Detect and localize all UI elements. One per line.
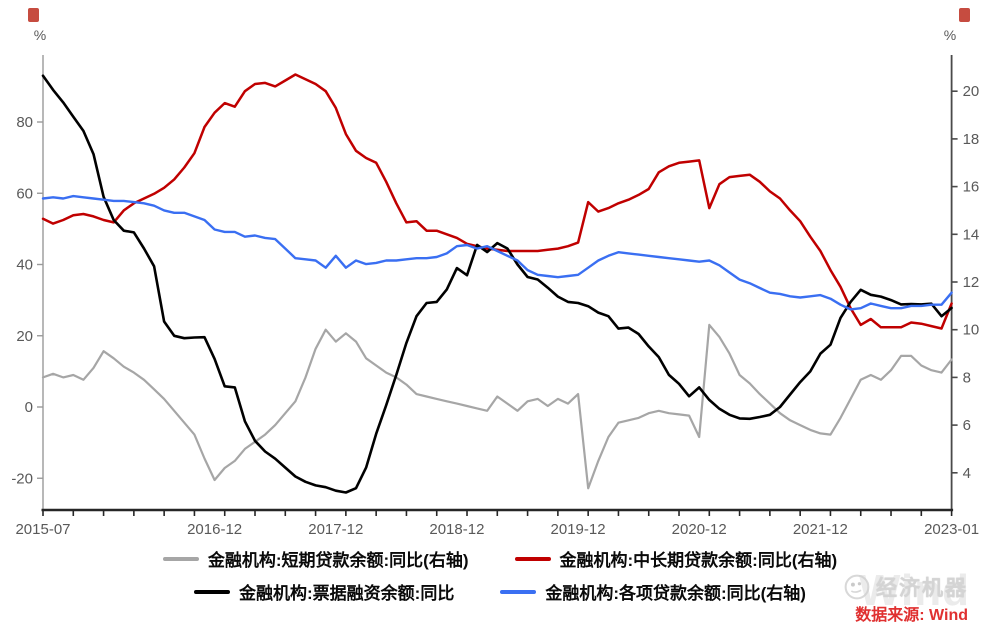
left-tick-label: 60	[16, 185, 33, 202]
x-tick-label: 2023-01	[924, 521, 979, 538]
legend-label: 金融机构:各项贷款余额:同比(右轴)	[545, 584, 806, 603]
legend-label: 金融机构:中长期贷款余额:同比(右轴)	[559, 551, 838, 570]
left-tick-label: 80	[16, 114, 33, 131]
series-line-1	[41, 73, 953, 330]
right-axis-unit: %	[944, 27, 956, 43]
left-tick-label: -20	[11, 470, 33, 487]
legend-swatch-icon	[162, 556, 199, 561]
x-tick-label: 2020-12	[672, 521, 727, 538]
data-source-label: 数据来源: Wind	[855, 607, 968, 624]
x-tick-label: 2016-12	[187, 521, 242, 538]
right-tick-label: 10	[963, 322, 980, 339]
left-tick-label: 0	[25, 399, 33, 416]
legend-swatch-icon	[514, 556, 551, 561]
right-tick-label: 14	[963, 226, 980, 243]
x-tick-label: 2018-12	[429, 521, 484, 538]
wind-ghost-watermark: Wind	[858, 566, 970, 615]
legend-row-2: 金融机构:票据融资余额:同比 金融机构:各项贷款余额:同比(右轴)	[0, 579, 1000, 604]
legend-label: 金融机构:票据融资余额:同比	[239, 584, 455, 603]
x-tick-label: 2015-07	[15, 521, 70, 538]
left-tick-label: 20	[16, 328, 33, 345]
series-line-0	[41, 323, 953, 490]
legend-row-1: 金融机构:短期贷款余额:同比(右轴) 金融机构:中长期贷款余额:同比(右轴)	[0, 546, 1000, 571]
left-tick-label: 40	[16, 257, 33, 274]
x-tick-label: 2021-12	[793, 521, 848, 538]
corner-red-marker-icon	[959, 8, 970, 22]
legend-item-3: 金融机构:各项贷款余额:同比(右轴)	[500, 579, 806, 604]
brand-name: 经济机器	[876, 577, 968, 600]
right-tick-label: 8	[963, 369, 971, 386]
series-line-3	[41, 194, 953, 311]
legend-item-1: 金融机构:中长期贷款余额:同比(右轴)	[514, 546, 838, 571]
corner-red-marker-icon	[28, 8, 39, 22]
right-tick-label: 16	[963, 179, 980, 196]
brand-block: 经济机器	[844, 572, 968, 602]
legend-item-0: 金融机构:短期贷款余额:同比(右轴)	[162, 546, 469, 571]
x-tick-label: 2019-12	[551, 521, 606, 538]
legend-swatch-icon	[500, 589, 537, 594]
right-tick-label: 6	[963, 417, 971, 434]
legend-label: 金融机构:短期贷款余额:同比(右轴)	[207, 551, 469, 570]
legend-item-2: 金融机构:票据融资余额:同比	[194, 579, 454, 604]
right-tick-label: 4	[963, 465, 971, 482]
series-line-2	[41, 74, 953, 494]
left-axis-unit: %	[34, 27, 46, 43]
wechat-icon	[844, 574, 870, 600]
right-tick-label: 18	[963, 131, 980, 148]
legend-swatch-icon	[194, 589, 230, 594]
right-tick-label: 20	[963, 83, 980, 100]
right-tick-label: 12	[963, 274, 980, 291]
x-tick-label: 2017-12	[308, 521, 363, 538]
